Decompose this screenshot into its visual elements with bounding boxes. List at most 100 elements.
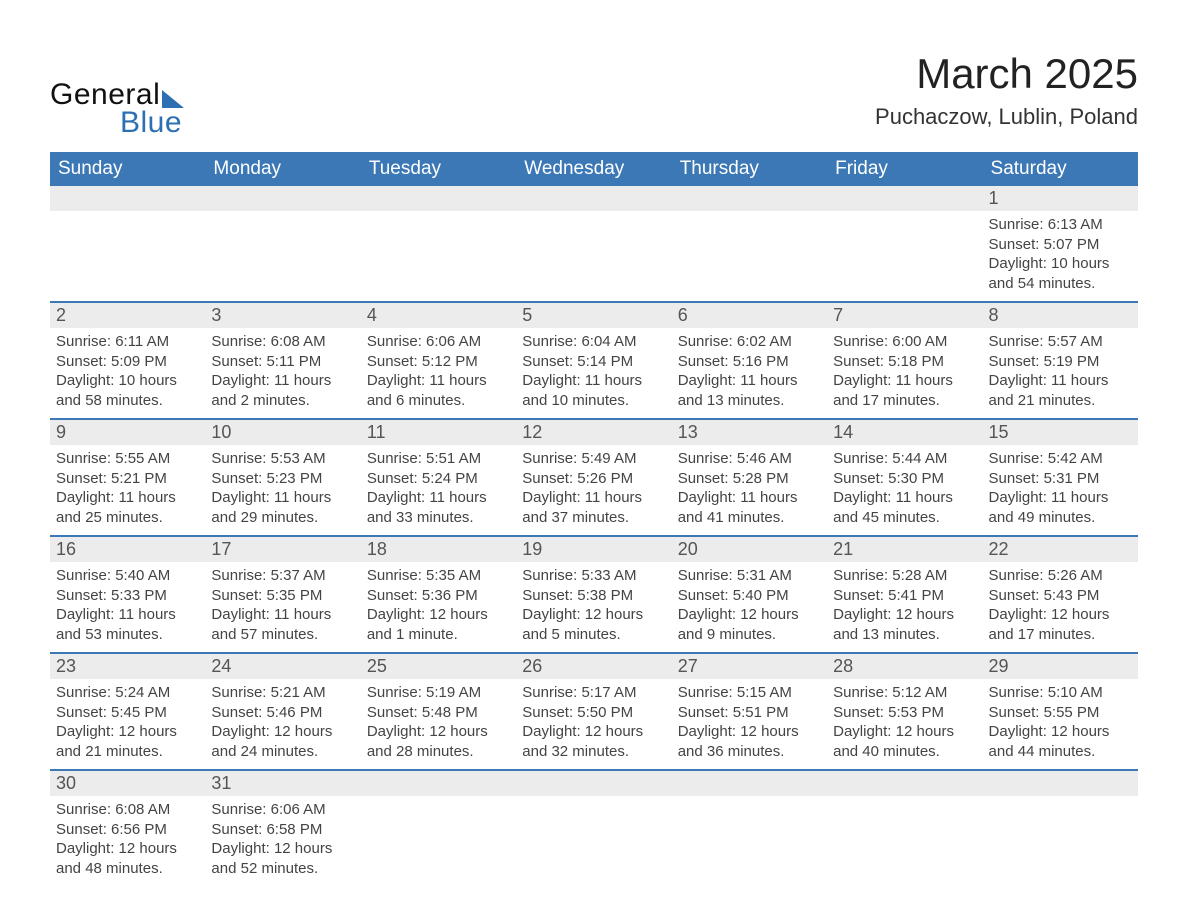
daylight-line: Daylight: 12 hours and 13 minutes. <box>833 605 976 644</box>
day-details: Sunrise: 5:57 AMSunset: 5:19 PMDaylight:… <box>983 328 1138 418</box>
day-details <box>516 796 671 886</box>
daylight-line: Daylight: 12 hours and 5 minutes. <box>522 605 665 644</box>
sunrise-line: Sunrise: 5:37 AM <box>211 566 354 586</box>
day-details: Sunrise: 6:06 AMSunset: 5:12 PMDaylight:… <box>361 328 516 418</box>
day-number: 11 <box>361 420 516 445</box>
day-details <box>672 796 827 886</box>
calendar-week-row: 30Sunrise: 6:08 AMSunset: 6:56 PMDayligh… <box>50 770 1138 886</box>
calendar-day-cell: 14Sunrise: 5:44 AMSunset: 5:30 PMDayligh… <box>827 419 982 536</box>
sunrise-line: Sunrise: 6:08 AM <box>56 800 199 820</box>
calendar-day-cell: 8Sunrise: 5:57 AMSunset: 5:19 PMDaylight… <box>983 302 1138 419</box>
sunrise-line: Sunrise: 5:53 AM <box>211 449 354 469</box>
calendar-day-cell: 27Sunrise: 5:15 AMSunset: 5:51 PMDayligh… <box>672 653 827 770</box>
day-details <box>361 796 516 886</box>
day-details: Sunrise: 5:19 AMSunset: 5:48 PMDaylight:… <box>361 679 516 769</box>
calendar-empty-cell <box>516 186 671 302</box>
day-details: Sunrise: 5:15 AMSunset: 5:51 PMDaylight:… <box>672 679 827 769</box>
daylight-line: Daylight: 10 hours and 58 minutes. <box>56 371 199 410</box>
calendar-day-cell: 24Sunrise: 5:21 AMSunset: 5:46 PMDayligh… <box>205 653 360 770</box>
day-number: 26 <box>516 654 671 679</box>
sunset-line: Sunset: 5:36 PM <box>367 586 510 606</box>
calendar-empty-cell <box>361 186 516 302</box>
day-details: Sunrise: 6:02 AMSunset: 5:16 PMDaylight:… <box>672 328 827 418</box>
day-details: Sunrise: 6:11 AMSunset: 5:09 PMDaylight:… <box>50 328 205 418</box>
calendar-day-cell: 21Sunrise: 5:28 AMSunset: 5:41 PMDayligh… <box>827 536 982 653</box>
day-details <box>983 796 1138 886</box>
daylight-line: Daylight: 11 hours and 29 minutes. <box>211 488 354 527</box>
day-number: 4 <box>361 303 516 328</box>
sunrise-line: Sunrise: 5:26 AM <box>989 566 1132 586</box>
calendar-day-cell: 30Sunrise: 6:08 AMSunset: 6:56 PMDayligh… <box>50 770 205 886</box>
sunset-line: Sunset: 5:12 PM <box>367 352 510 372</box>
day-number: 30 <box>50 771 205 796</box>
calendar-day-cell: 17Sunrise: 5:37 AMSunset: 5:35 PMDayligh… <box>205 536 360 653</box>
day-number: 20 <box>672 537 827 562</box>
day-number <box>205 186 360 211</box>
sunset-line: Sunset: 5:41 PM <box>833 586 976 606</box>
calendar-table: SundayMondayTuesdayWednesdayThursdayFrid… <box>50 152 1138 886</box>
day-number: 16 <box>50 537 205 562</box>
calendar-day-cell: 20Sunrise: 5:31 AMSunset: 5:40 PMDayligh… <box>672 536 827 653</box>
daylight-line: Daylight: 12 hours and 24 minutes. <box>211 722 354 761</box>
sunset-line: Sunset: 5:14 PM <box>522 352 665 372</box>
calendar-day-cell: 22Sunrise: 5:26 AMSunset: 5:43 PMDayligh… <box>983 536 1138 653</box>
daylight-line: Daylight: 12 hours and 21 minutes. <box>56 722 199 761</box>
calendar-empty-cell <box>516 770 671 886</box>
day-details: Sunrise: 5:12 AMSunset: 5:53 PMDaylight:… <box>827 679 982 769</box>
day-number: 22 <box>983 537 1138 562</box>
day-details <box>205 211 360 301</box>
day-details <box>827 211 982 301</box>
title-block: March 2025 Puchaczow, Lublin, Poland <box>875 50 1138 130</box>
day-number: 1 <box>983 186 1138 211</box>
calendar-header-row: SundayMondayTuesdayWednesdayThursdayFrid… <box>50 152 1138 186</box>
day-details: Sunrise: 5:33 AMSunset: 5:38 PMDaylight:… <box>516 562 671 652</box>
sunset-line: Sunset: 6:58 PM <box>211 820 354 840</box>
day-details: Sunrise: 5:42 AMSunset: 5:31 PMDaylight:… <box>983 445 1138 535</box>
brand-word2: Blue <box>120 106 182 140</box>
day-details: Sunrise: 5:24 AMSunset: 5:45 PMDaylight:… <box>50 679 205 769</box>
day-number: 24 <box>205 654 360 679</box>
day-number <box>361 771 516 796</box>
calendar-day-cell: 16Sunrise: 5:40 AMSunset: 5:33 PMDayligh… <box>50 536 205 653</box>
day-number <box>50 186 205 211</box>
sunrise-line: Sunrise: 5:33 AM <box>522 566 665 586</box>
calendar-empty-cell <box>205 186 360 302</box>
sunset-line: Sunset: 5:24 PM <box>367 469 510 489</box>
calendar-day-cell: 13Sunrise: 5:46 AMSunset: 5:28 PMDayligh… <box>672 419 827 536</box>
calendar-day-cell: 26Sunrise: 5:17 AMSunset: 5:50 PMDayligh… <box>516 653 671 770</box>
sunset-line: Sunset: 5:16 PM <box>678 352 821 372</box>
day-number <box>827 186 982 211</box>
daylight-line: Daylight: 11 hours and 13 minutes. <box>678 371 821 410</box>
day-details: Sunrise: 5:35 AMSunset: 5:36 PMDaylight:… <box>361 562 516 652</box>
weekday-header: Thursday <box>672 152 827 186</box>
daylight-line: Daylight: 11 hours and 45 minutes. <box>833 488 976 527</box>
sunset-line: Sunset: 5:43 PM <box>989 586 1132 606</box>
day-number: 5 <box>516 303 671 328</box>
day-number: 8 <box>983 303 1138 328</box>
day-number <box>516 186 671 211</box>
sunset-line: Sunset: 5:18 PM <box>833 352 976 372</box>
day-details: Sunrise: 5:53 AMSunset: 5:23 PMDaylight:… <box>205 445 360 535</box>
day-details: Sunrise: 5:31 AMSunset: 5:40 PMDaylight:… <box>672 562 827 652</box>
daylight-line: Daylight: 11 hours and 53 minutes. <box>56 605 199 644</box>
sunset-line: Sunset: 5:30 PM <box>833 469 976 489</box>
daylight-line: Daylight: 11 hours and 25 minutes. <box>56 488 199 527</box>
sunrise-line: Sunrise: 5:46 AM <box>678 449 821 469</box>
sunrise-line: Sunrise: 6:06 AM <box>211 800 354 820</box>
day-number <box>827 771 982 796</box>
sunrise-line: Sunrise: 6:11 AM <box>56 332 199 352</box>
sunset-line: Sunset: 5:50 PM <box>522 703 665 723</box>
day-number: 7 <box>827 303 982 328</box>
sunrise-line: Sunrise: 5:35 AM <box>367 566 510 586</box>
calendar-day-cell: 28Sunrise: 5:12 AMSunset: 5:53 PMDayligh… <box>827 653 982 770</box>
daylight-line: Daylight: 11 hours and 6 minutes. <box>367 371 510 410</box>
day-number: 19 <box>516 537 671 562</box>
sunset-line: Sunset: 5:23 PM <box>211 469 354 489</box>
day-details: Sunrise: 6:06 AMSunset: 6:58 PMDaylight:… <box>205 796 360 886</box>
sunset-line: Sunset: 5:33 PM <box>56 586 199 606</box>
weekday-header: Wednesday <box>516 152 671 186</box>
brand-logo: General Blue <box>50 50 184 140</box>
calendar-day-cell: 1Sunrise: 6:13 AMSunset: 5:07 PMDaylight… <box>983 186 1138 302</box>
day-number: 27 <box>672 654 827 679</box>
sunrise-line: Sunrise: 5:28 AM <box>833 566 976 586</box>
